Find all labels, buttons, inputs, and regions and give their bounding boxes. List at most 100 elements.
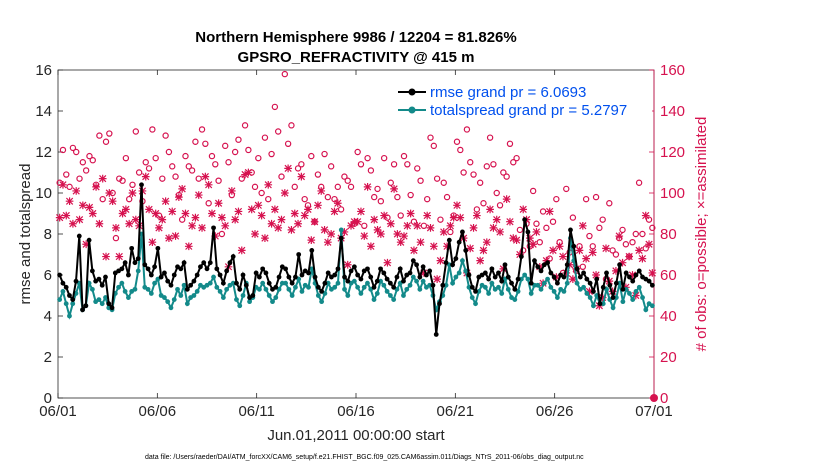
obs-assimilated-point — [88, 209, 97, 218]
y2-tick-label: 120 — [660, 144, 685, 161]
rmse-point — [198, 264, 203, 270]
rmse-point — [518, 254, 524, 259]
obs-assimilated-point — [360, 232, 369, 240]
obs-assimilated-point — [562, 269, 571, 277]
rmse-point — [178, 266, 184, 272]
rmse-point — [109, 305, 115, 311]
obs-possible-point — [66, 183, 73, 191]
obs-possible-point — [215, 177, 222, 184]
totalspread-point — [456, 270, 462, 276]
rmse-point — [266, 280, 272, 286]
y-tick-label: 4 — [44, 308, 52, 325]
obs-assimilated-point — [118, 209, 127, 218]
rmse-point — [293, 274, 298, 280]
obs-assimilated-point — [314, 201, 322, 210]
rmse-point — [374, 278, 380, 284]
obs-possible-point — [520, 247, 527, 254]
rmse-point — [253, 270, 259, 276]
y-tick-label: 6 — [44, 267, 52, 284]
rmse-point — [148, 272, 154, 278]
rmse-point — [604, 270, 609, 276]
totalspread-point — [96, 297, 102, 302]
y-tick-label: 0 — [44, 390, 52, 407]
obs-assimilated-point — [188, 221, 196, 230]
totalspread-point — [217, 289, 223, 294]
obs-possible-point — [225, 159, 232, 166]
obs-assimilated-point — [237, 246, 246, 255]
obs-possible-point — [407, 191, 414, 199]
rmse-point — [165, 278, 171, 284]
totalspread-point — [374, 291, 380, 296]
rmse-point — [139, 182, 144, 188]
obs-assimilated-point — [367, 242, 375, 251]
rmse-point — [554, 280, 560, 286]
totalspread-point — [545, 276, 550, 282]
obs-assimilated-point — [545, 207, 554, 216]
totalspread-point — [528, 291, 534, 296]
obs-possible-point — [188, 167, 196, 174]
obs-possible-point — [119, 177, 126, 184]
rmse-point — [263, 270, 269, 276]
totalspread-point — [643, 307, 649, 313]
obs-possible-point — [582, 195, 590, 203]
obs-assimilated-point — [85, 203, 94, 212]
obs-possible-point — [238, 175, 245, 182]
obs-possible-point — [162, 132, 169, 139]
y-tick-label: 2 — [44, 349, 52, 366]
obs-possible-point — [404, 161, 411, 168]
totalspread-point — [306, 284, 311, 290]
rmse-point — [482, 270, 488, 276]
legend-rmse-marker — [408, 88, 416, 96]
x-tick-label: 06/26 — [536, 403, 574, 420]
rmse-point — [496, 270, 501, 276]
obs-possible-point — [503, 173, 510, 180]
obs-assimilated-point — [158, 215, 167, 224]
rmse-point — [80, 307, 85, 313]
totalspread-point — [610, 305, 616, 311]
totalspread-point — [119, 280, 125, 286]
y2-tick-label: 0 — [660, 390, 668, 407]
obs-assimilated-point — [433, 275, 441, 283]
rmse-point — [214, 266, 220, 272]
totalspread-point — [207, 280, 213, 286]
rmse-point — [158, 274, 164, 280]
totalspread-point — [387, 293, 393, 298]
y2-tick-label: 80 — [660, 226, 677, 243]
obs-assimilated-point — [598, 293, 607, 302]
totalspread-point — [561, 289, 567, 294]
obs-assimilated-point — [482, 238, 491, 247]
rmse-point — [394, 274, 400, 280]
obs-assimilated-point — [274, 224, 283, 232]
rmse-point — [345, 278, 351, 284]
obs-possible-point — [453, 138, 461, 145]
totalspread-point — [99, 301, 105, 307]
totalspread-point — [319, 299, 325, 305]
obs-possible-point — [371, 193, 378, 201]
obs-possible-point — [205, 200, 212, 207]
rmse-point — [152, 264, 158, 270]
rmse-point — [184, 286, 190, 292]
obs-possible-point — [208, 152, 216, 160]
totalspread-point — [152, 280, 158, 286]
obs-possible-point — [59, 146, 67, 154]
totalspread-point — [351, 278, 357, 284]
obs-possible-point — [341, 173, 348, 180]
rmse-point — [250, 293, 256, 298]
obs-possible-point — [182, 152, 189, 160]
totalspread-point — [640, 295, 645, 300]
obs-possible-point — [86, 152, 93, 160]
rmse-point — [502, 262, 508, 268]
obs-possible-point — [231, 148, 239, 156]
obs-possible-point — [549, 218, 557, 225]
rmse-point — [57, 272, 63, 278]
rmse-point — [335, 266, 341, 272]
obs-assimilated-point — [148, 238, 157, 247]
obs-possible-point — [629, 238, 636, 246]
rmse-point — [260, 266, 266, 272]
totalspread-point — [463, 268, 469, 274]
obs-assimilated-point — [171, 232, 180, 240]
totalspread-point — [574, 280, 580, 286]
obs-assimilated-point — [429, 242, 438, 251]
obs-assimilated-point — [413, 221, 422, 230]
totalspread-point — [473, 301, 478, 307]
